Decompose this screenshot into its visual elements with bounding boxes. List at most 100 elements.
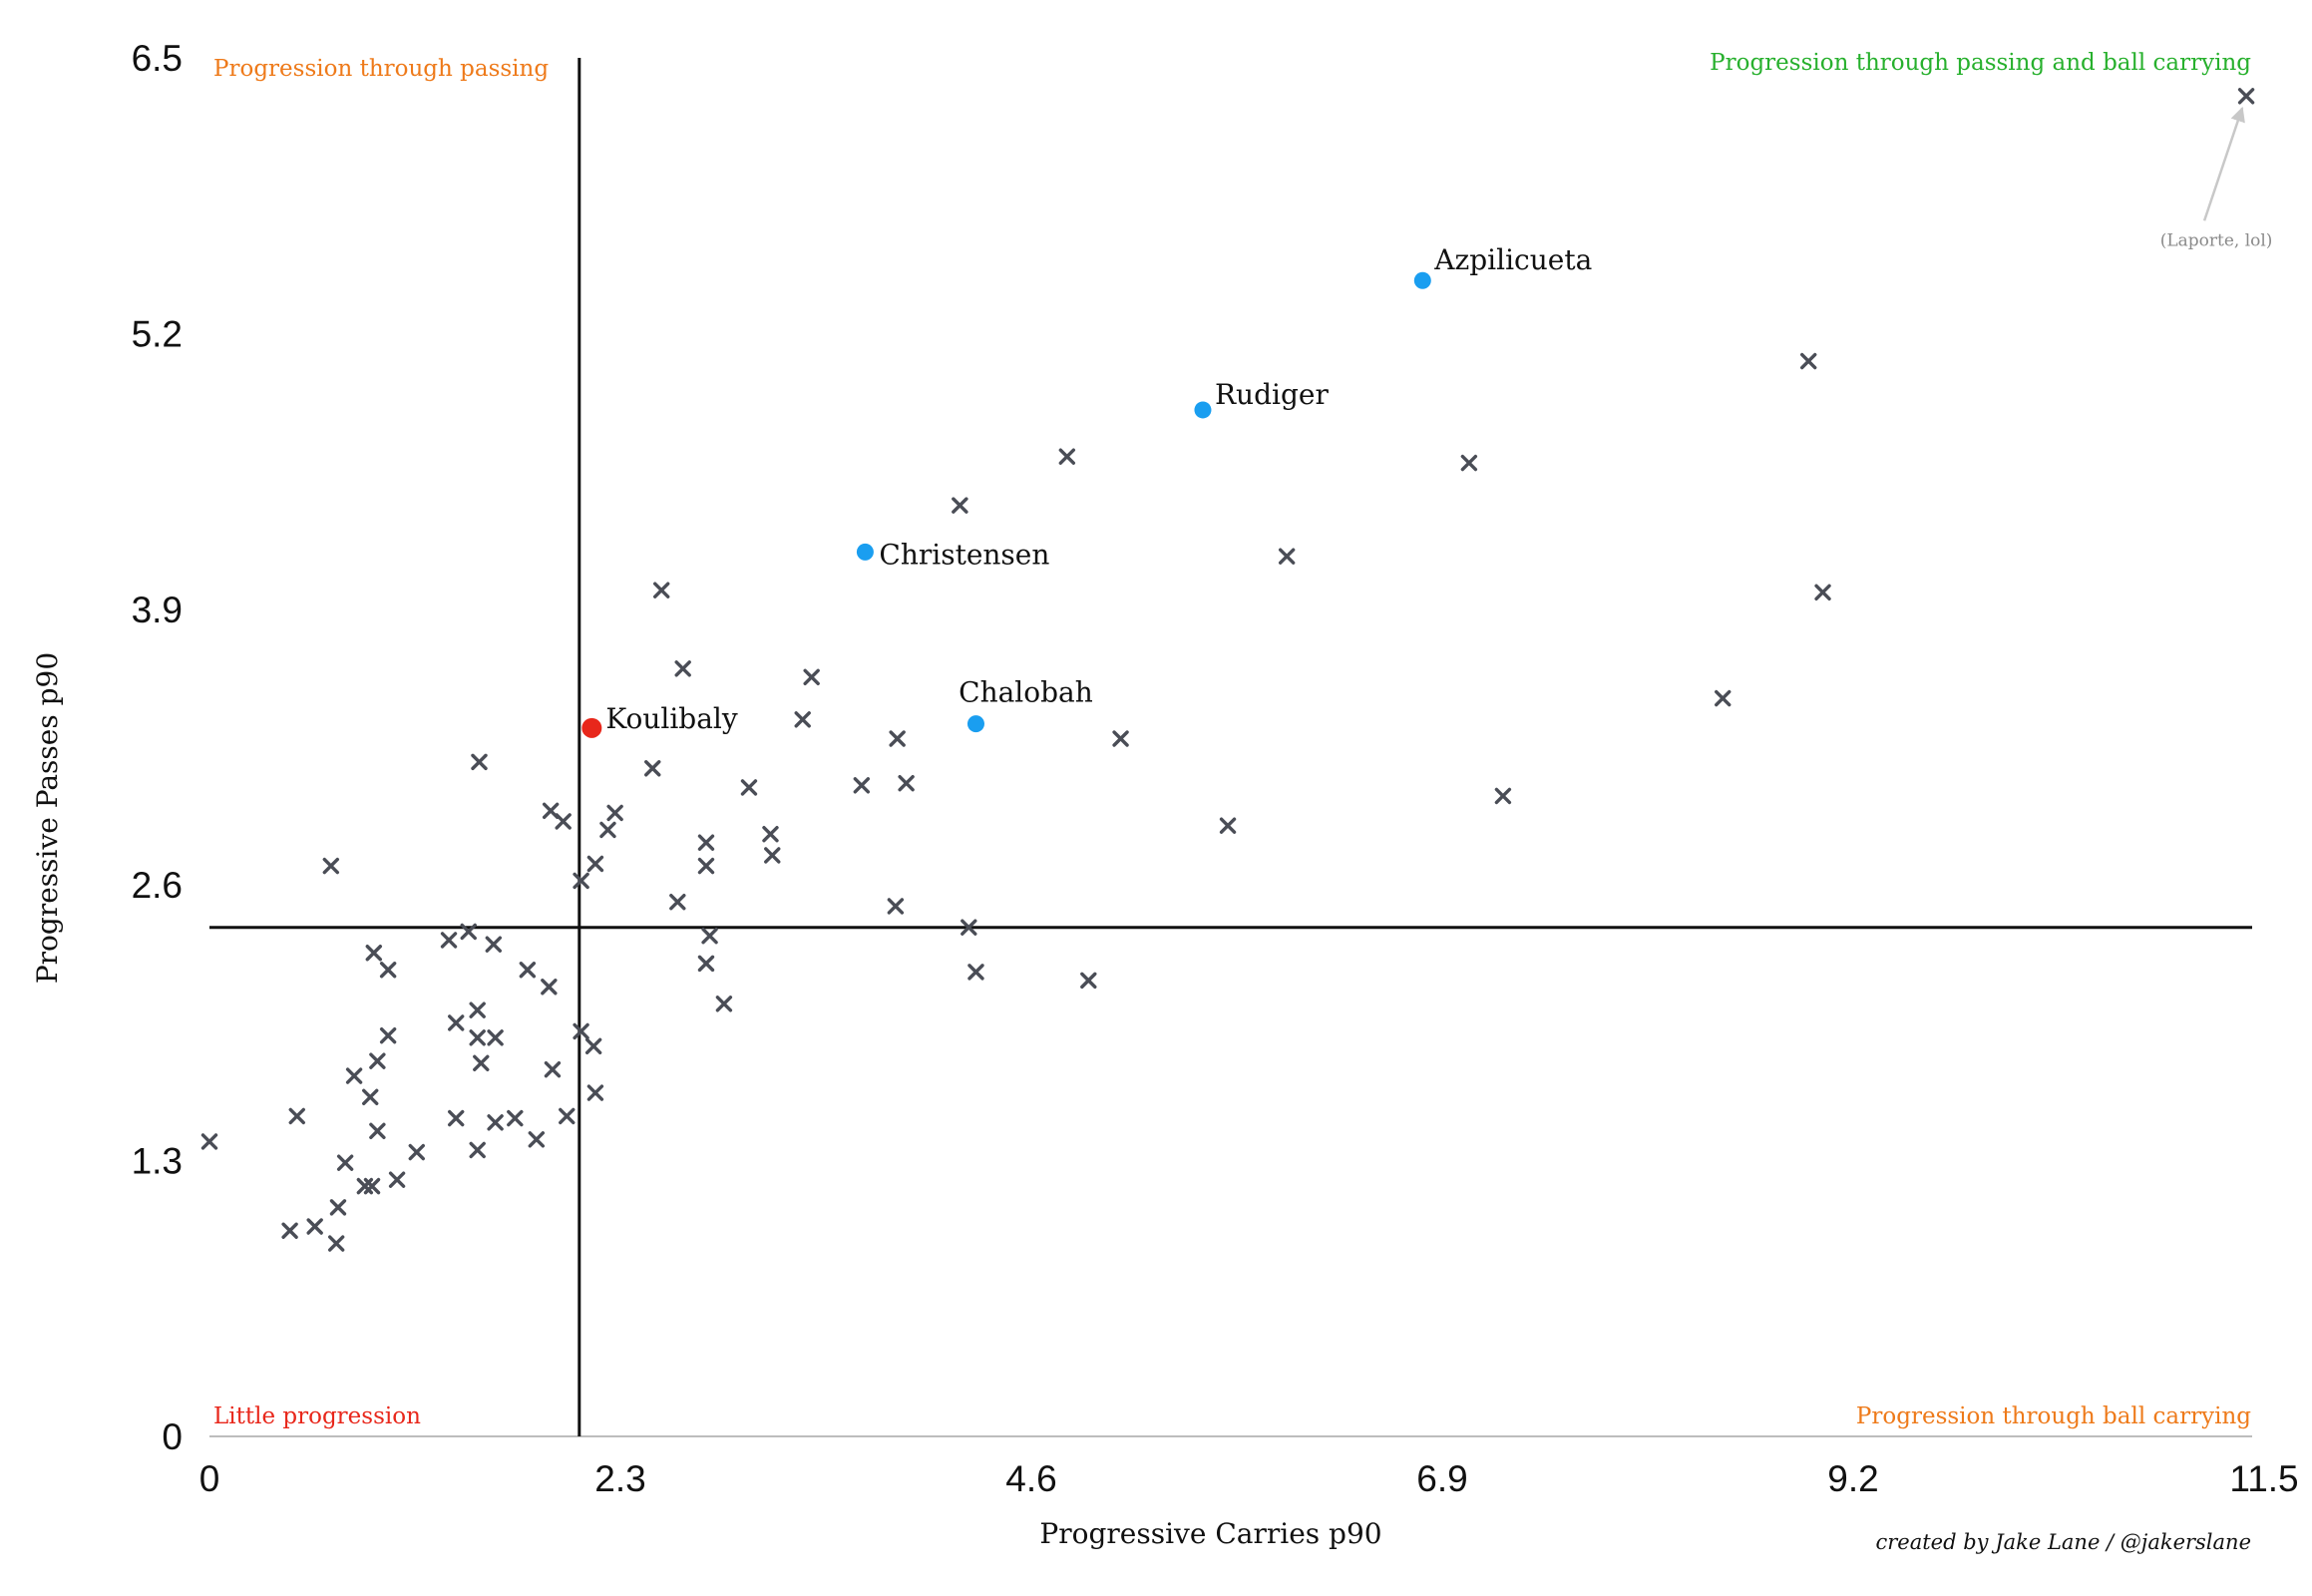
player-point <box>1278 548 1296 565</box>
x-tick-label: 2.3 <box>594 1458 645 1499</box>
y-axis-title: Progressive Passes p90 <box>31 652 64 984</box>
player-point <box>697 834 715 851</box>
player-label-azpilicueta: Azpilicueta <box>1433 243 1592 276</box>
player-point <box>1494 787 1512 805</box>
player-point <box>586 1084 604 1101</box>
player-point <box>356 1177 374 1195</box>
player-point <box>388 1171 406 1188</box>
quadrant-label-top-right: Progression through passing and ball car… <box>1710 50 2251 76</box>
player-point <box>697 857 715 875</box>
y-tick-label: 0 <box>162 1416 183 1457</box>
player-point <box>362 1088 379 1106</box>
player-point <box>1814 584 1831 600</box>
player-label-rudiger: Rudiger <box>1215 378 1329 411</box>
highlight-point-chalobah <box>966 715 984 733</box>
x-tick-labels: 0 2.3 4.6 6.9 9.2 11.5 <box>199 1458 2299 1499</box>
player-point <box>469 1029 486 1046</box>
player-point <box>542 802 560 819</box>
player-point <box>485 936 503 953</box>
player-point <box>408 1143 425 1161</box>
player-point <box>528 1131 546 1148</box>
player-point <box>952 497 968 514</box>
highlighted-players: Koulibaly Christensen Chalobah Rudiger Azpil… <box>581 243 1592 738</box>
player-point <box>306 1218 323 1235</box>
player-point <box>448 1109 465 1127</box>
player-point <box>469 1141 486 1159</box>
player-point <box>544 1060 562 1078</box>
player-point <box>487 1114 504 1131</box>
player-point <box>961 919 977 936</box>
player-point <box>469 1001 486 1018</box>
player-point <box>887 898 905 915</box>
player-point <box>697 955 715 973</box>
player-point <box>1715 689 1732 707</box>
highlight-point-rudiger <box>1194 401 1212 419</box>
player-point <box>555 813 572 830</box>
player-point <box>379 1026 397 1044</box>
x-axis-title: Progressive Carries p90 <box>1039 1517 1381 1550</box>
player-point <box>541 979 558 996</box>
player-point <box>740 779 758 796</box>
quadrant-label-bottom-left: Little progression <box>213 1403 421 1429</box>
player-point <box>327 1235 345 1252</box>
y-tick-label: 1.3 <box>132 1141 183 1182</box>
y-tick-label: 5.2 <box>132 313 183 354</box>
player-point <box>487 1029 504 1046</box>
player-point <box>329 1199 347 1216</box>
player-point <box>369 1052 386 1069</box>
player-label-chalobah: Chalobah <box>959 676 1093 709</box>
player-point <box>584 1037 602 1054</box>
player-point <box>715 996 733 1012</box>
player-point <box>644 760 661 777</box>
player-point <box>599 821 616 839</box>
player-point <box>653 582 670 598</box>
annotation-arrow <box>2202 106 2245 221</box>
y-tick-label: 6.5 <box>132 38 183 79</box>
player-point <box>559 1107 576 1125</box>
player-point <box>322 857 340 875</box>
player-point <box>507 1109 524 1127</box>
player-point <box>519 962 537 979</box>
player-point <box>1219 817 1237 834</box>
x-tick-label: 11.5 <box>2229 1458 2298 1499</box>
player-point <box>898 774 915 792</box>
y-tick-labels: 0 1.3 2.6 3.9 5.2 6.5 <box>132 38 183 1457</box>
player-point <box>345 1067 363 1084</box>
quadrant-label-bottom-right: Progression through ball carrying <box>1856 1403 2251 1429</box>
player-point <box>853 777 871 794</box>
x-tick-label: 4.6 <box>1005 1458 1056 1499</box>
other-players <box>200 88 2255 1252</box>
player-point <box>967 964 984 981</box>
player-point <box>606 804 623 822</box>
highlight-point-azpilicueta <box>1413 271 1431 289</box>
player-point <box>701 928 718 945</box>
credit-text: created by Jake Lane / @jakerslane <box>1875 1530 2251 1554</box>
player-point <box>764 847 781 864</box>
highlight-point-koulibaly <box>581 717 602 738</box>
x-tick-label: 0 <box>199 1458 220 1499</box>
player-point <box>336 1154 354 1171</box>
player-label-koulibaly: Koulibaly <box>605 702 738 735</box>
player-point <box>281 1222 298 1239</box>
highlight-point-christensen <box>856 543 874 561</box>
x-tick-label: 6.9 <box>1416 1458 1467 1499</box>
quadrant-label-top-left: Progression through passing <box>213 56 549 82</box>
player-point <box>803 668 820 686</box>
player-point <box>1058 448 1076 465</box>
player-point <box>586 855 604 873</box>
player-point <box>379 962 397 979</box>
player-point <box>669 894 686 911</box>
player-label-christensen: Christensen <box>879 538 1049 571</box>
player-point <box>573 872 589 890</box>
player-point <box>889 730 906 747</box>
player-point <box>471 753 488 771</box>
player-point <box>460 923 477 941</box>
player-point <box>448 1014 465 1031</box>
player-point <box>369 1122 386 1140</box>
player-point <box>473 1054 490 1071</box>
player-point <box>440 932 458 949</box>
y-tick-label: 2.6 <box>132 865 183 906</box>
player-point <box>1800 352 1817 370</box>
player-point <box>1112 730 1129 747</box>
